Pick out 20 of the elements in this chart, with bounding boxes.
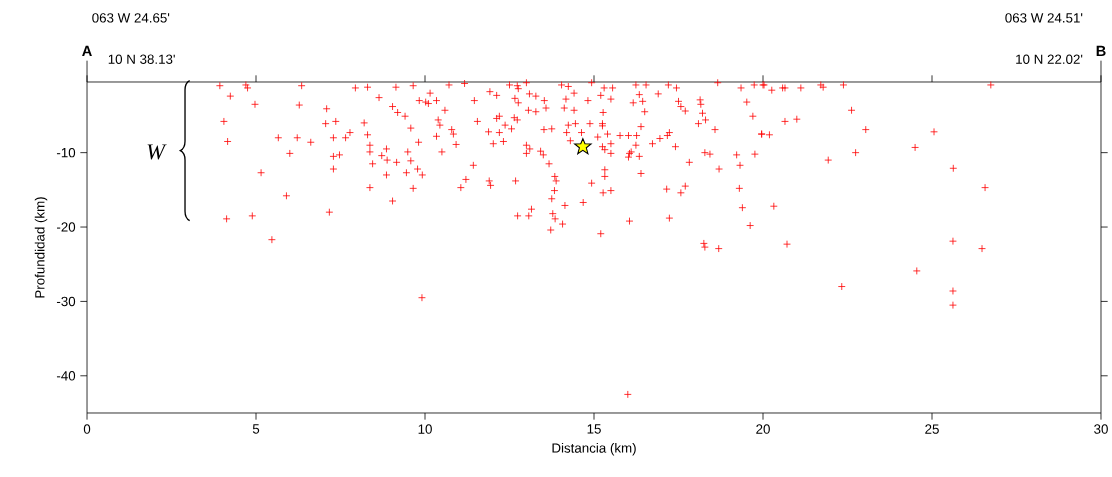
annotation: W: [147, 144, 167, 160]
y-tick-label: -20: [56, 222, 76, 232]
y-tick-label: -10: [56, 147, 76, 158]
x-tick-label: 5: [252, 424, 260, 434]
x-tick-label: 0: [83, 424, 91, 434]
x-tick-label: 30: [1094, 424, 1108, 434]
y-axis-title: Profundidad (km): [34, 197, 48, 298]
text: 10 N 38.13': [108, 54, 175, 64]
text: A: [82, 45, 92, 56]
text: 063 W 24.65': [92, 13, 170, 23]
text: B: [1096, 45, 1106, 56]
text: 10 N 22.02': [1016, 54, 1083, 64]
x-tick-label: 25: [925, 424, 939, 434]
x-tick-label: 20: [756, 424, 770, 434]
y-tick-label: -40: [56, 371, 76, 381]
y-tick-label: -30: [56, 296, 76, 307]
x-tick-label: 15: [587, 424, 601, 434]
x-tick-label: 10: [418, 424, 432, 434]
text: 063 W 24.51': [1005, 13, 1083, 23]
x-axis-title: Distancia (km): [552, 442, 636, 456]
